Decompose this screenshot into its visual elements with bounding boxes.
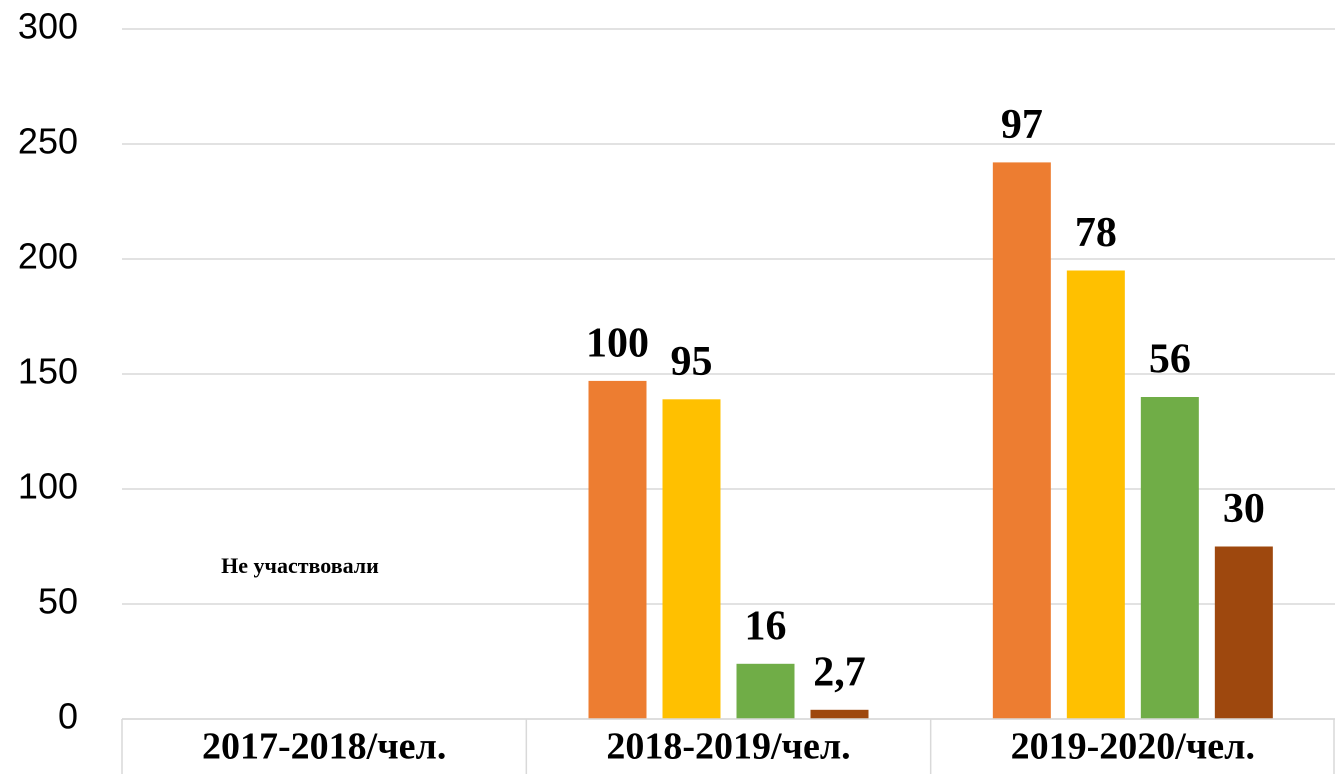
data-label: 97 [1001,102,1043,148]
x-tick-label: 2018-2019/чел. [606,726,850,768]
annotation: Не участвовали [221,553,379,578]
bar [736,663,795,719]
bar [1214,546,1273,719]
data-label: 30 [1223,486,1265,532]
y-tick-label: 250 [18,121,78,162]
x-tick-label: 2017-2018/чел. [202,726,446,768]
y-tick-label: 0 [58,696,78,737]
bar [992,162,1051,719]
data-label: 56 [1149,337,1191,383]
data-label: 78 [1075,210,1117,256]
y-tick-label: 300 [18,6,78,47]
y-tick-label: 200 [18,236,78,277]
data-label: 95 [671,339,713,385]
bar [810,709,869,719]
bar [1140,397,1199,719]
y-tick-label: 150 [18,351,78,392]
data-label: 2,7 [813,649,866,695]
bar [588,380,647,719]
bar [662,399,721,719]
data-label: 16 [745,603,787,649]
data-label: 100 [586,321,649,367]
bar [1066,270,1125,719]
x-tick-label: 2019-2020/чел. [1011,726,1255,768]
y-tick-label: 100 [18,466,78,507]
y-tick-label: 50 [38,581,78,622]
